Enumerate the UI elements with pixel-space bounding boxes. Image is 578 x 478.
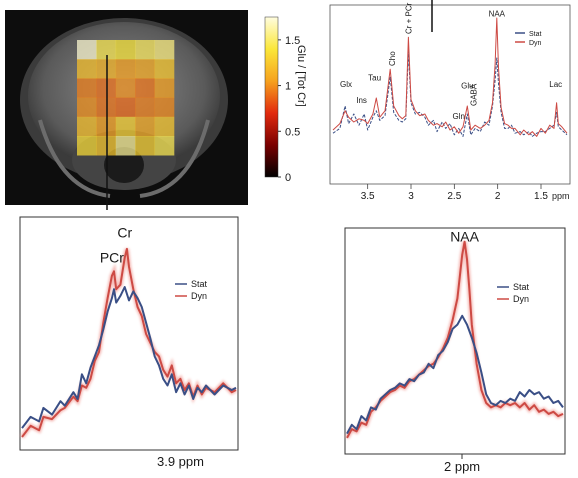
annotation-cr-pcr: Cr + PCr [404,2,413,34]
cr-zoom-annotations: PCr Cr [100,225,133,266]
x-tick-label: 1.5 [534,191,548,202]
heatmap-cell [154,59,175,79]
annotation-pcr: PCr [100,249,124,265]
cr-zoom-panel: PCr Cr Stat Dyn 3.9 ppm [19,216,239,469]
cr-zoom-series [20,247,238,439]
legend-label-dyn: Dyn [529,40,542,47]
heatmap-cell [77,97,97,118]
naa-zoom-frame [344,227,566,455]
colorbar-ticks: 1.5 1 0.5 0 [278,35,300,184]
cr-zoom-legend: Stat Dyn [175,279,208,301]
spectrum-panel: Glx Ins Tau Cho Cr + PCr Glu Gln GABA NAA Lac 3.5… [329,0,571,202]
annotation-lac: Lac [549,80,562,89]
series-line-dyn [346,240,564,439]
heatmap-cell [77,78,97,98]
x-tick-label: 3.5 [361,191,375,202]
heatmap-cell [135,116,155,137]
heatmap-cell [154,136,175,156]
naa-zoom-legend: Stat Dyn [497,282,530,304]
heatmap-cell [154,78,175,98]
annotation-cho: Cho [388,51,397,66]
heatmap-cell [115,59,136,79]
annotation-glx: Glx [340,80,352,89]
spectrum-frame [329,4,571,185]
spectrum-x-axis: 3.5 3 2.5 2 1.5 ppm [361,184,570,202]
heatmap-cell [154,116,175,137]
legend-label-stat: Stat [529,31,542,38]
heatmap-cell [77,136,97,156]
heatmap-cell [135,59,155,79]
cr-zoom-x-label: 3.9 ppm [157,454,204,469]
heatmap-cell [77,40,97,60]
colorbar-tick-label: 1.5 [285,35,300,47]
legend-label-stat: Stat [513,282,530,292]
naa-zoom-panel: NAA Stat Dyn 2 ppm [344,227,566,474]
heatmap-cell [135,97,155,118]
spectrum-legend: Stat Dyn [515,31,542,47]
annotation-gaba: GABA [469,83,478,106]
x-tick-label: 3 [408,191,414,202]
annotation-gln: Gln [452,112,464,121]
x-axis-label: ppm [552,191,570,201]
x-tick-label: 2 [495,191,501,202]
annotation-naa: NAA [450,229,479,245]
x-tick-label: 2.5 [447,191,461,202]
heatmap-cell [115,97,136,118]
colorbar-tick-label: 1 [285,81,291,93]
heatmap-cell [135,78,155,98]
heatmap-cell [115,116,136,137]
heatmap-cell [115,136,136,156]
mri-panel: 1.5 1 0.5 0 Glu / [Tot Cr] [5,10,307,210]
annotation-tau: Tau [368,73,381,82]
naa-zoom-x-label: 2 ppm [444,459,480,474]
heatmap-cell [154,40,175,60]
heatmap-cell [115,40,136,60]
legend-label-dyn: Dyn [191,291,207,301]
heatmap-cell [154,97,175,118]
annotation-cr: Cr [117,225,132,241]
series-line-stat [346,314,564,435]
colorbar [264,16,279,178]
heatmap-cell [77,116,97,137]
annotation-glu: Glu [461,81,473,90]
spectrum-annotations: Glx Ins Tau Cho Cr + PCr Glu Gln GABA NAA Lac [340,2,562,120]
heatmap-cell [135,136,155,156]
annotation-ins: Ins [356,96,367,105]
heatmap-cell [115,78,136,98]
heatmap-cell [96,40,117,60]
heatmap-grid [77,40,175,156]
series-line-dyn [332,17,568,137]
heatmap-cell [135,40,155,60]
colorbar-tick-label: 0 [285,172,291,184]
naa-zoom-series [345,240,564,439]
colorbar-tick-label: 0.5 [285,126,300,138]
naa-zoom-annotations: NAA [450,229,479,245]
heatmap-cell [77,59,97,79]
legend-label-stat: Stat [191,279,208,289]
series-line-stat [21,286,237,429]
annotation-naa: NAA [489,9,506,18]
colorbar-label: Glu / [Tot Cr] [295,45,307,107]
spectrum-series [332,17,568,137]
legend-label-dyn: Dyn [513,294,529,304]
